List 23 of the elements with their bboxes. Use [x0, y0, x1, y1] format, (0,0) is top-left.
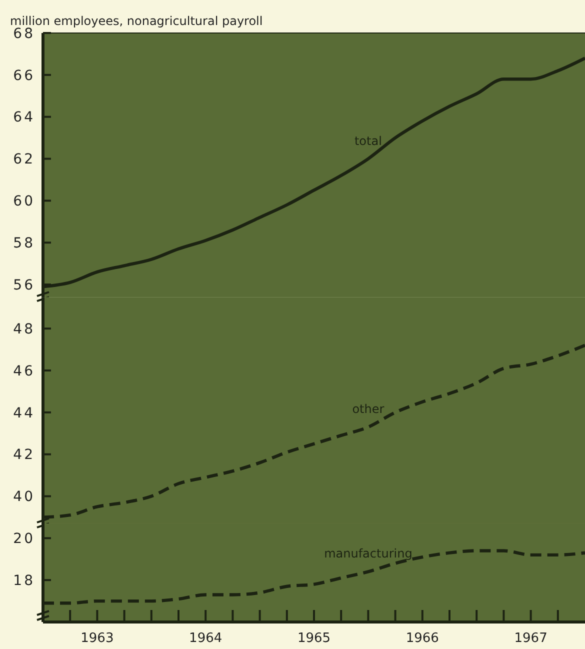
series-label: other	[352, 402, 384, 416]
y-tick-label: 56	[13, 277, 35, 294]
y-tick-label: 68	[13, 26, 35, 42]
y-tick-label: 60	[13, 194, 35, 210]
y-tick-label: 42	[13, 447, 35, 464]
x-tick-label: 1966	[406, 631, 439, 646]
x-tick-label: 1967	[514, 631, 548, 646]
x-tick-label: 1964	[189, 631, 222, 646]
y-tick-label: 40	[13, 489, 35, 506]
x-tick-label: 1963	[80, 631, 114, 646]
y-tick-label: 46	[13, 363, 35, 380]
y-tick-label: 58	[13, 236, 35, 252]
y-tick-label: 44	[13, 405, 35, 422]
x-tick-label: 1965	[297, 631, 331, 646]
y-tick-label: 66	[13, 68, 35, 84]
y-tick-label: 18	[13, 572, 35, 589]
y-tick-label: 48	[13, 321, 35, 338]
series-label: total	[354, 134, 382, 148]
y-tick-label: 64	[13, 110, 35, 126]
y-tick-label: 62	[13, 152, 35, 168]
series-label: manufacturing	[324, 546, 412, 561]
chart-title: million employees, nonagricultural payroll	[10, 14, 263, 28]
y-tick-label: 20	[13, 531, 35, 548]
